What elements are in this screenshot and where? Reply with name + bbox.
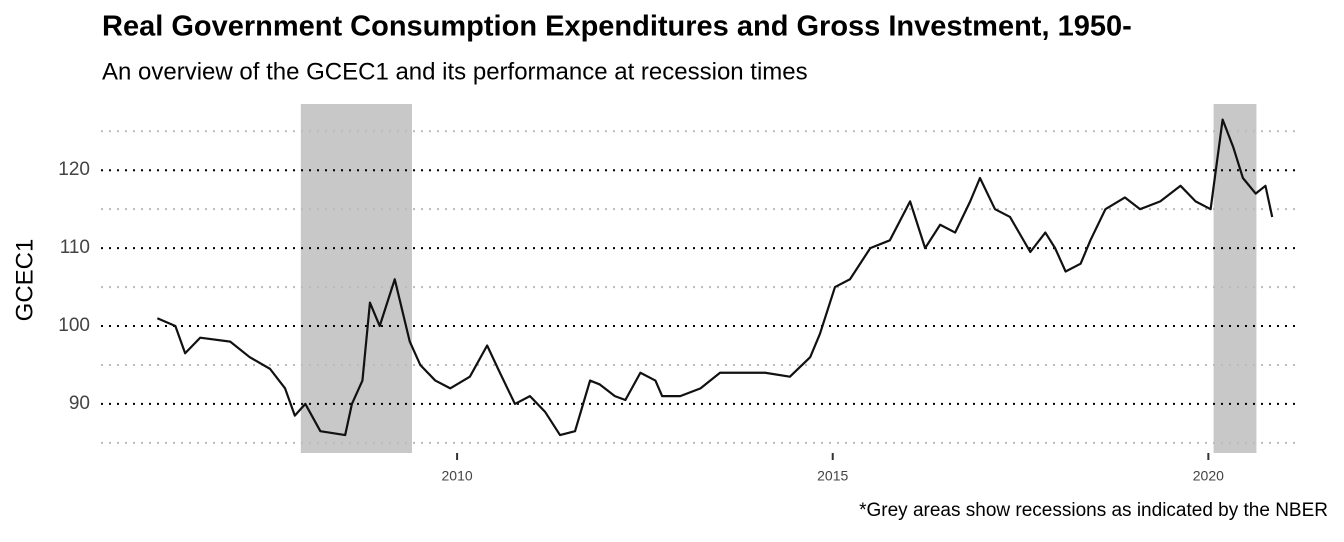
chart-subtitle: An overview of the GCEC1 and its perform…	[102, 58, 808, 85]
y-tick-label: 90	[69, 393, 90, 414]
x-tick-label: 2020	[1193, 468, 1224, 484]
x-tick-label: 2010	[442, 468, 473, 484]
y-tick-label: 120	[58, 159, 90, 180]
y-tick-label: 100	[58, 315, 90, 336]
y-tick-label: 110	[60, 237, 90, 258]
data-line	[156, 118, 1274, 437]
chart-title: Real Government Consumption Expenditures…	[102, 11, 1132, 43]
x-tick-label: 2015	[817, 468, 848, 484]
recession-band	[1213, 104, 1257, 453]
caption: *Grey areas show recessions as indicated…	[859, 500, 1328, 521]
y-axis-label: GCEC1	[11, 239, 38, 322]
